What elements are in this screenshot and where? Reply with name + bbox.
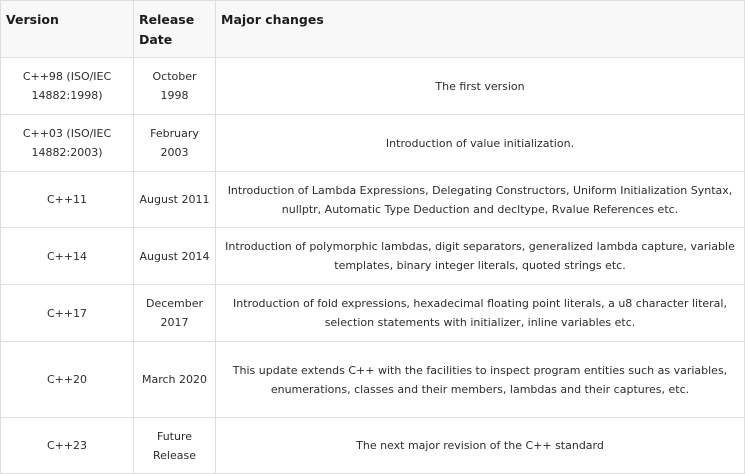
version-cell: C++11 — [0, 171, 134, 228]
table-row: C++17 December 2017 Introduction of fold… — [0, 284, 745, 342]
release-date-cell: August 2014 — [133, 227, 216, 285]
table-row: C++11 August 2011 Introduction of Lambda… — [0, 171, 745, 228]
table-row: C++20 March 2020 This update extends C++… — [0, 341, 745, 418]
table-row: C++23 Future Release The next major revi… — [0, 417, 745, 474]
changes-cell: The next major revision of the C++ stand… — [215, 417, 745, 474]
table-row: C++98 (ISO/IEC 14882:1998) October 1998 … — [0, 57, 745, 115]
changes-cell: Introduction of value initialization. — [215, 114, 745, 172]
release-date-cell: Future Release — [133, 417, 216, 474]
version-cell: C++98 (ISO/IEC 14882:1998) — [0, 57, 134, 115]
header-release-date: Release Date — [133, 0, 216, 58]
version-cell: C++23 — [0, 417, 134, 474]
changes-cell: The first version — [215, 57, 745, 115]
table-row: C++03 (ISO/IEC 14882:2003) February 2003… — [0, 114, 745, 172]
header-major-changes: Major changes — [215, 0, 745, 58]
table-row: C++14 August 2014 Introduction of polymo… — [0, 227, 745, 285]
changes-cell: This update extends C++ with the facilit… — [215, 341, 745, 418]
header-version: Version — [0, 0, 134, 58]
version-cell: C++03 (ISO/IEC 14882:2003) — [0, 114, 134, 172]
version-cell: C++14 — [0, 227, 134, 285]
release-date-cell: August 2011 — [133, 171, 216, 228]
release-date-cell: February 2003 — [133, 114, 216, 172]
release-date-cell: March 2020 — [133, 341, 216, 418]
changes-cell: Introduction of polymorphic lambdas, dig… — [215, 227, 745, 285]
release-date-cell: October 1998 — [133, 57, 216, 115]
version-cell: C++20 — [0, 341, 134, 418]
table-header-row: Version Release Date Major changes — [0, 0, 745, 58]
release-date-cell: December 2017 — [133, 284, 216, 342]
changes-cell: Introduction of fold expressions, hexade… — [215, 284, 745, 342]
version-cell: C++17 — [0, 284, 134, 342]
changes-cell: Introduction of Lambda Expressions, Dele… — [215, 171, 745, 228]
